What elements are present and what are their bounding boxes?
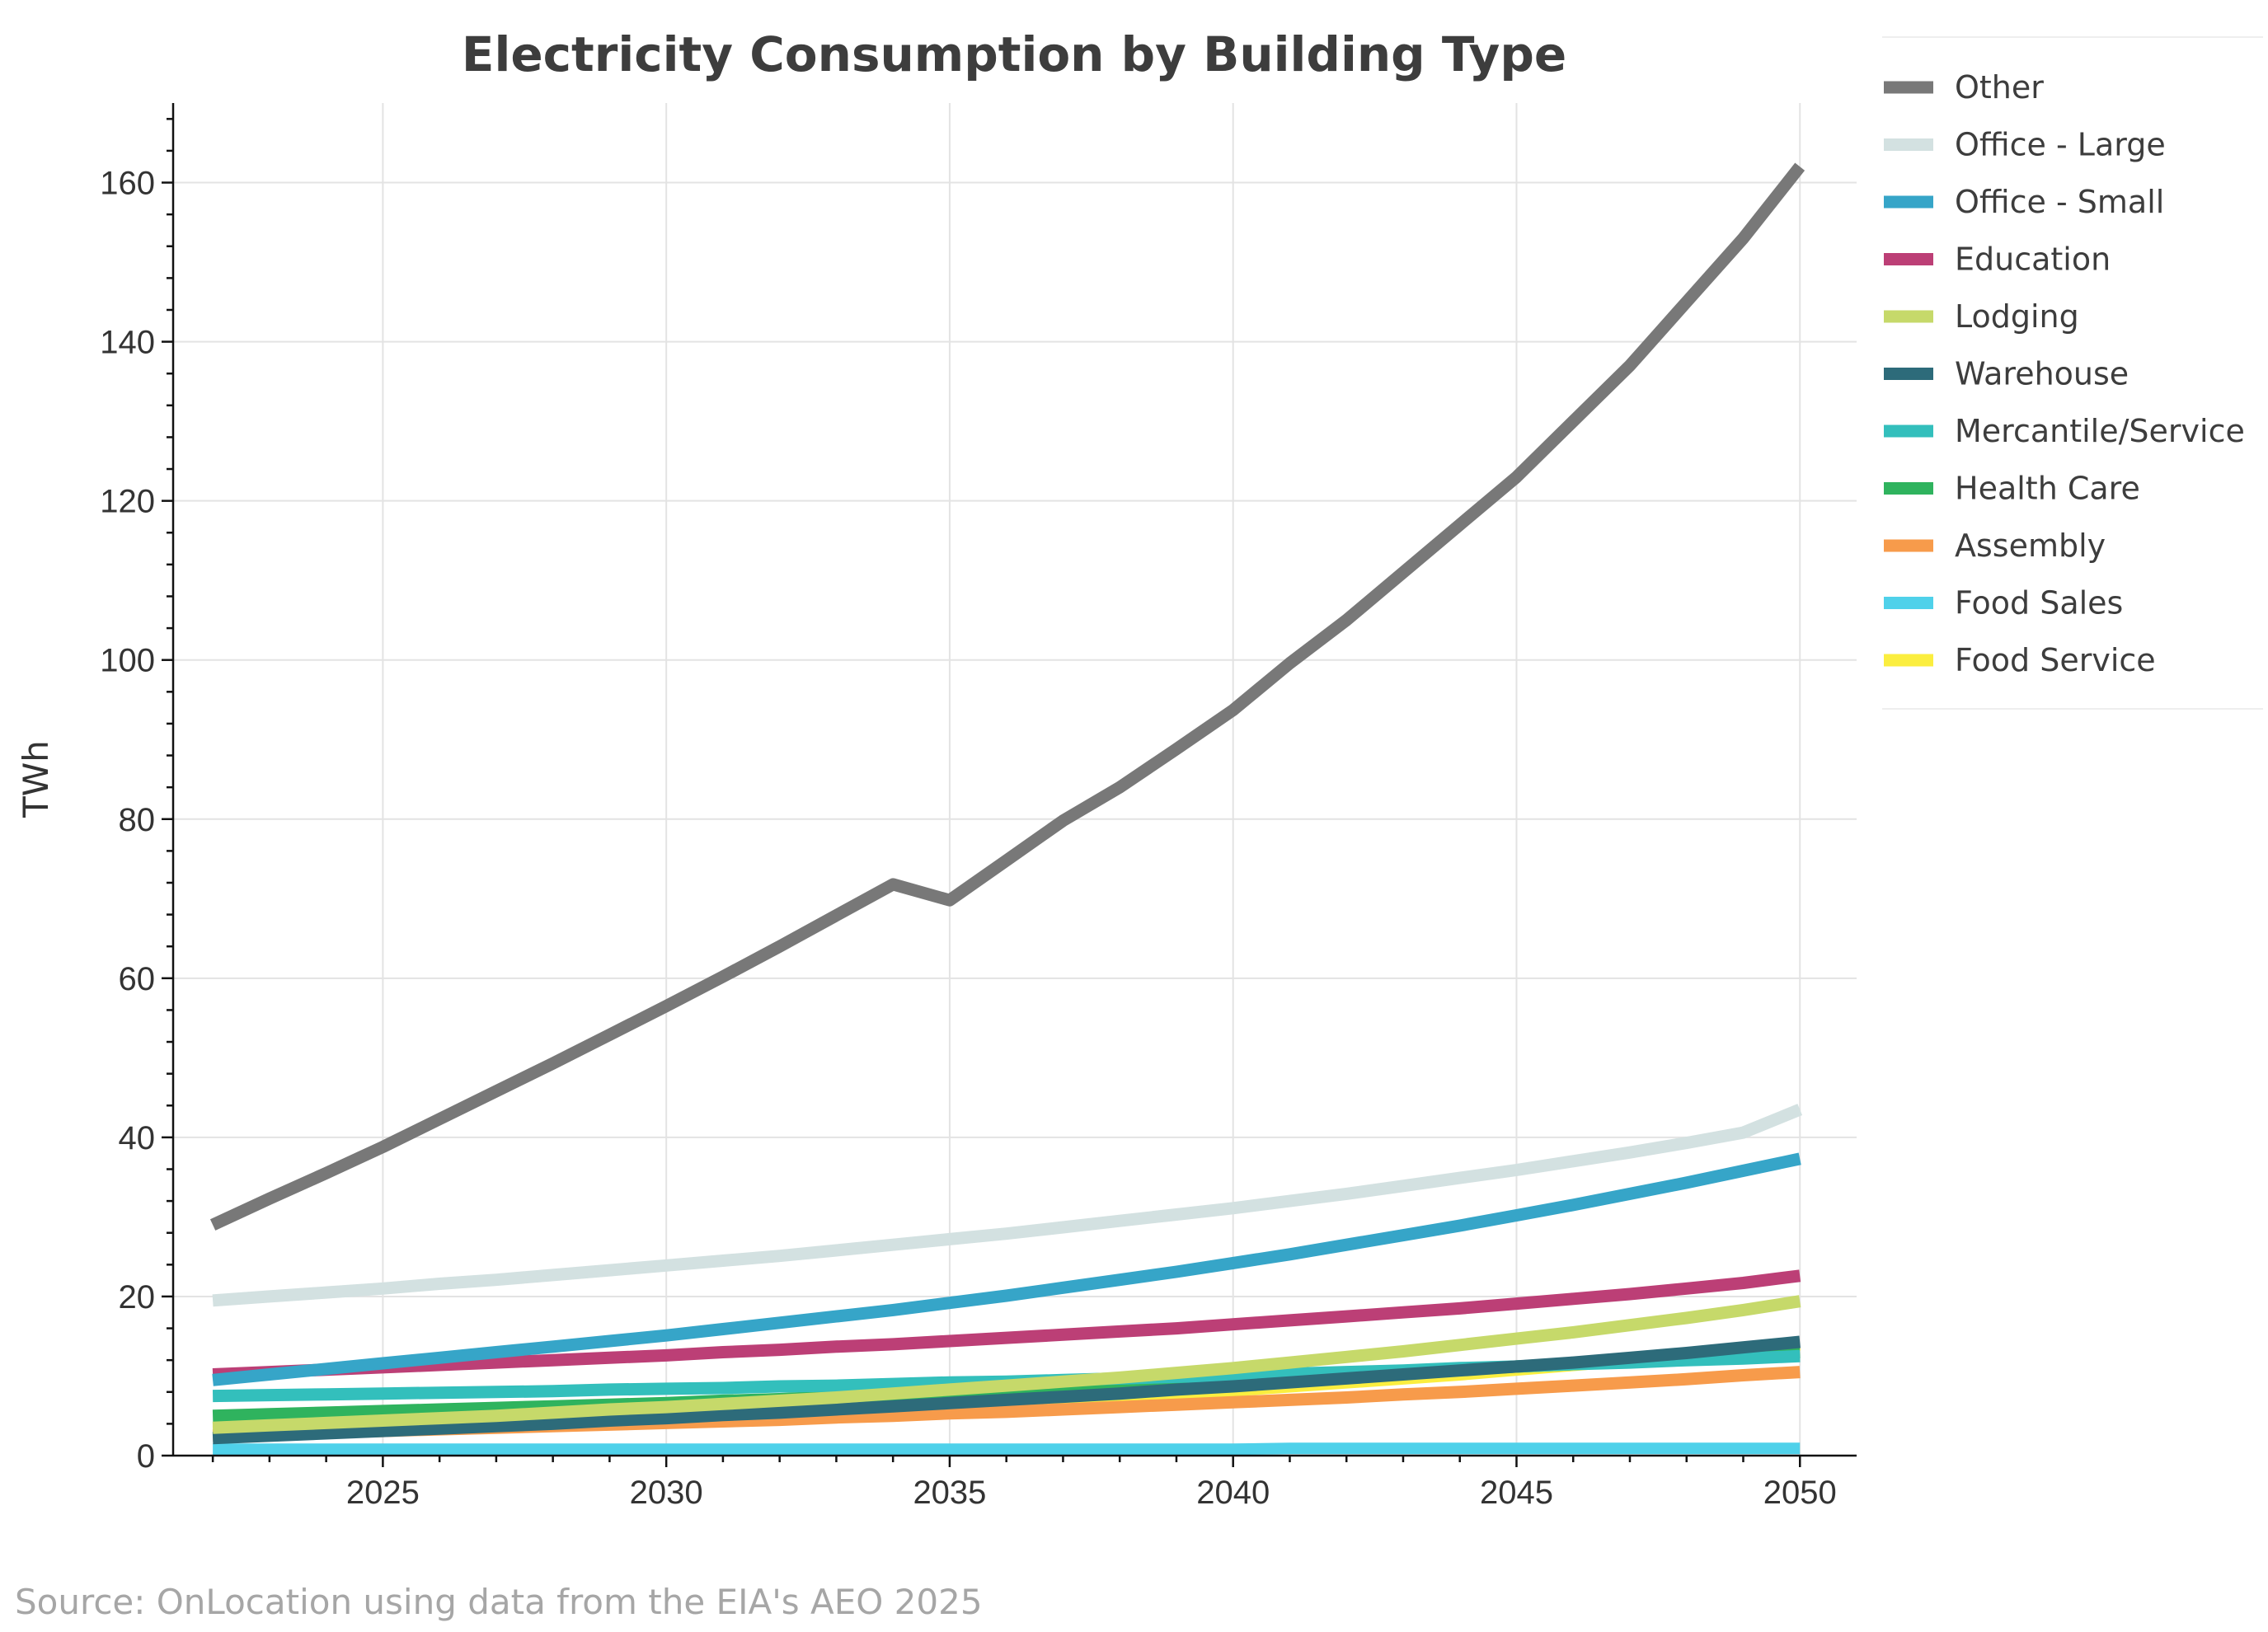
x-tick-label: 2025	[346, 1475, 420, 1511]
series-line-office-large	[212, 1104, 1803, 1307]
y-tick-label: 20	[119, 1279, 156, 1315]
legend-item-assembly[interactable]: Assembly	[1884, 528, 2106, 564]
legend-item-mercantile-service[interactable]: Mercantile/Service	[1884, 413, 2245, 449]
y-tick-label: 100	[100, 643, 155, 679]
series-line-food-sales	[213, 1442, 1801, 1456]
legend-item-other[interactable]: Other	[1884, 69, 2044, 106]
x-tick-label: 2040	[1196, 1475, 1270, 1511]
legend-label: Mercantile/Service	[1955, 413, 2245, 449]
y-tick-label: 140	[100, 325, 155, 361]
series-line-other	[209, 162, 1805, 1231]
y-tick-label: 80	[119, 802, 156, 838]
series-line-warehouse	[212, 1335, 1801, 1445]
legend-item-education[interactable]: Education	[1884, 242, 2111, 278]
series-lines	[209, 162, 1805, 1456]
legend-label: Food Service	[1955, 642, 2156, 678]
x-tick-label: 2035	[913, 1475, 986, 1511]
legend[interactable]: Other Office - Large Office - Small Educati…	[1882, 36, 2263, 710]
legend-item-health-care[interactable]: Health Care	[1884, 471, 2140, 507]
legend-item-office-small[interactable]: Office - Small	[1884, 184, 2164, 220]
y-tick-label: 40	[119, 1120, 156, 1156]
series-line-lodging	[212, 1295, 1801, 1434]
legend-label: Education	[1955, 242, 2111, 278]
legend-item-food-service[interactable]: Food Service	[1884, 642, 2156, 678]
chart-title: Electricity Consumption by Building Type	[462, 26, 1566, 82]
source-note: Source: OnLocation using data from the E…	[15, 1582, 983, 1622]
grid	[173, 103, 1857, 1456]
legend-label: Office - Small	[1955, 184, 2164, 220]
legend-label: Warehouse	[1955, 356, 2129, 392]
series-line-education	[212, 1269, 1801, 1381]
x-tick-label: 2050	[1763, 1475, 1837, 1511]
legend-item-lodging[interactable]: Lodging	[1884, 298, 2079, 335]
x-tick-label: 2045	[1480, 1475, 1553, 1511]
y-tick-label: 0	[137, 1438, 155, 1475]
legend-label: Office - Large	[1955, 127, 2166, 163]
y-tick-label: 120	[100, 484, 155, 520]
y-axis-label: TWh	[16, 740, 56, 818]
legend-item-office-large[interactable]: Office - Large	[1884, 127, 2166, 163]
y-tick-label: 60	[119, 961, 156, 997]
y-tick-label: 160	[100, 166, 155, 202]
series-line-office-small	[212, 1152, 1801, 1386]
legend-label: Food Sales	[1955, 585, 2123, 621]
legend-label: Assembly	[1955, 528, 2106, 564]
x-tick-label: 2030	[630, 1475, 703, 1511]
legend-item-warehouse[interactable]: Warehouse	[1884, 356, 2129, 392]
legend-label: Lodging	[1955, 298, 2079, 335]
legend-item-food-sales[interactable]: Food Sales	[1884, 585, 2123, 621]
legend-label: Other	[1955, 69, 2044, 106]
legend-label: Health Care	[1955, 471, 2140, 507]
